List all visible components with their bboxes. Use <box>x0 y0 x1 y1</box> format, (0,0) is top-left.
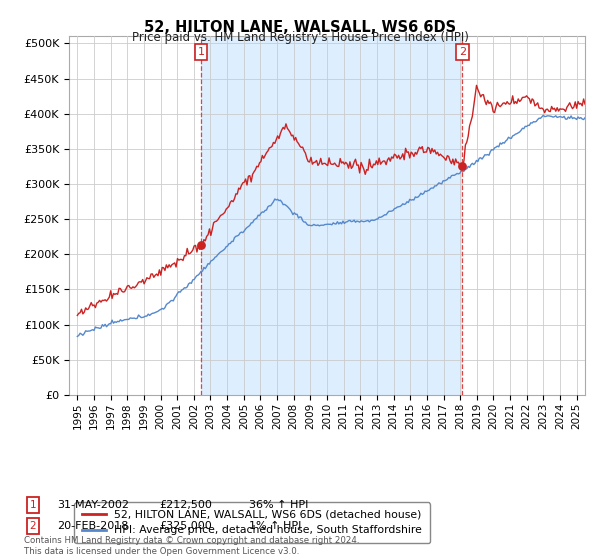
Text: £212,500: £212,500 <box>159 500 212 510</box>
Text: 2: 2 <box>459 47 466 57</box>
Text: 36% ↑ HPI: 36% ↑ HPI <box>249 500 308 510</box>
Legend: 52, HILTON LANE, WALSALL, WS6 6DS (detached house), HPI: Average price, detached: 52, HILTON LANE, WALSALL, WS6 6DS (detac… <box>74 502 430 543</box>
Bar <box>201 36 463 395</box>
Text: 52, HILTON LANE, WALSALL, WS6 6DS: 52, HILTON LANE, WALSALL, WS6 6DS <box>144 20 456 35</box>
Point <box>196 241 206 250</box>
Text: 1: 1 <box>197 47 205 57</box>
Text: 1% ↑ HPI: 1% ↑ HPI <box>249 521 301 531</box>
Point <box>458 162 467 171</box>
Text: 2: 2 <box>29 521 37 531</box>
Text: 1: 1 <box>29 500 37 510</box>
Text: 20-FEB-2018: 20-FEB-2018 <box>57 521 128 531</box>
Text: £325,000: £325,000 <box>159 521 212 531</box>
Text: Price paid vs. HM Land Registry's House Price Index (HPI): Price paid vs. HM Land Registry's House … <box>131 31 469 44</box>
Text: Contains HM Land Registry data © Crown copyright and database right 2024.
This d: Contains HM Land Registry data © Crown c… <box>24 536 359 556</box>
Text: 31-MAY-2002: 31-MAY-2002 <box>57 500 129 510</box>
